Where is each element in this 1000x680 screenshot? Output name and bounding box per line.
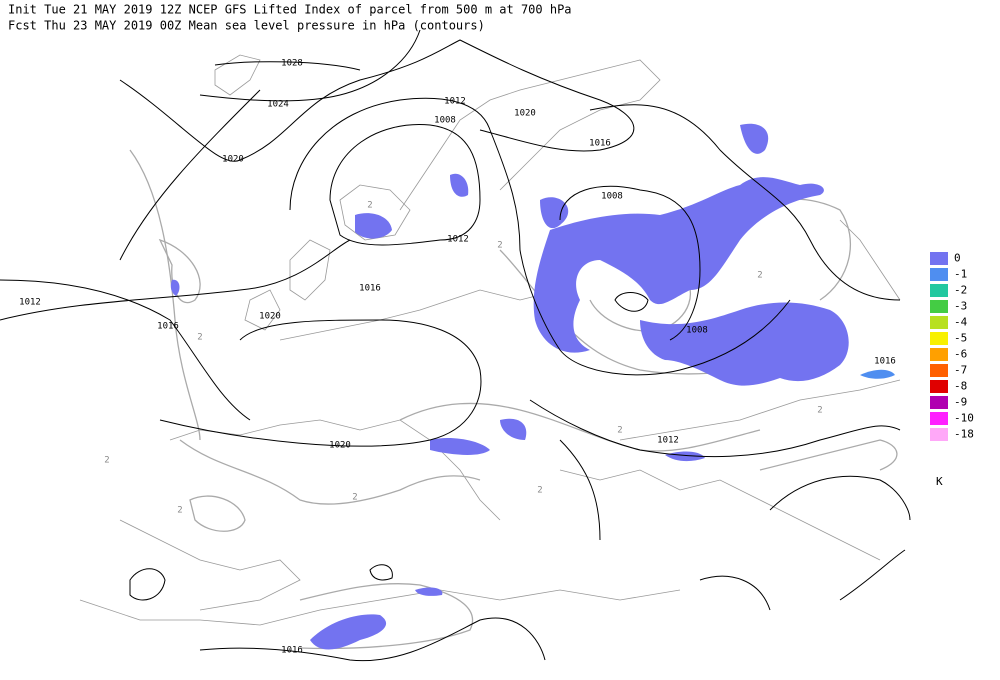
- legend-label: -7: [954, 364, 967, 377]
- gray-label: 2: [537, 486, 542, 496]
- legend-label: -9: [954, 396, 967, 409]
- legend-label: -18: [954, 428, 974, 441]
- legend-label: -1: [954, 268, 967, 281]
- pressure-contours: [0, 29, 911, 662]
- legend-swatch: [930, 348, 948, 361]
- contour-label: 1020: [259, 312, 281, 322]
- contour-label: 1020: [222, 155, 244, 165]
- contour-label: 1020: [329, 441, 351, 451]
- gray-label: 2: [617, 426, 622, 436]
- contour-label: 1020: [514, 109, 536, 119]
- contour-label: 1012: [19, 298, 41, 308]
- lifted-index-areas: [170, 123, 895, 650]
- gray-label: 2: [352, 493, 357, 503]
- contour-label: 1008: [686, 326, 708, 336]
- contour-label: 1008: [601, 192, 623, 202]
- gray-label: 2: [757, 271, 762, 281]
- contour-label: 1016: [874, 357, 896, 367]
- gray-label: 2: [177, 506, 182, 516]
- legend-swatch: [930, 268, 948, 281]
- contour-label: 1012: [447, 235, 469, 245]
- coastlines: [79, 54, 901, 626]
- contour-labels: 1028 1024 1020 1012 1008 1020 1016 1008 …: [19, 59, 896, 656]
- header-line: Init Tue 21 MAY 2019 12Z NCEP GFS Lifted…: [8, 3, 572, 17]
- gray-label: 2: [817, 406, 822, 416]
- legend-unit: K: [936, 475, 943, 488]
- legend-swatch: [930, 428, 948, 441]
- contour-label: 1012: [444, 97, 466, 107]
- contour-label: 1016: [281, 646, 303, 656]
- legend-label: -8: [954, 380, 967, 393]
- legend: K 0 -1 -2 -3 -4 -5 -6 -7 -8 -9 -10 -18: [930, 252, 974, 488]
- header-line: Fcst Thu 23 MAY 2019 00Z Mean sea level …: [8, 19, 485, 33]
- gray-label: 2: [197, 333, 202, 343]
- legend-label: -4: [954, 316, 968, 329]
- contour-label: 1008: [434, 116, 456, 126]
- legend-label: -3: [954, 300, 967, 313]
- contour-label: 1024: [267, 100, 289, 110]
- legend-swatch: [930, 332, 948, 345]
- gray-label: 2: [367, 201, 372, 211]
- gray-label: 2: [104, 456, 109, 466]
- gray-contour-labels: 2 2 2 2 2 2 2 2 2 2: [104, 201, 822, 516]
- contour-label: 1016: [359, 284, 381, 294]
- legend-label: 0: [954, 252, 961, 265]
- gray-contours: [129, 149, 898, 650]
- legend-swatch: [930, 300, 948, 313]
- legend-swatch: [930, 412, 948, 425]
- contour-label: 1016: [157, 322, 179, 332]
- legend-label: -2: [954, 284, 967, 297]
- legend-swatch: [930, 284, 948, 297]
- legend-swatch: [930, 316, 948, 329]
- legend-label: -5: [954, 332, 967, 345]
- contour-label: 1016: [589, 139, 611, 149]
- contour-label: 1012: [657, 436, 679, 446]
- contour-label: 1028: [281, 59, 303, 69]
- legend-label: -10: [954, 412, 974, 425]
- legend-label: -6: [954, 348, 967, 361]
- legend-swatch: [930, 380, 948, 393]
- legend-swatch: [930, 364, 948, 377]
- legend-swatch: [930, 252, 948, 265]
- gray-label: 2: [497, 241, 502, 251]
- legend-swatch: [930, 396, 948, 409]
